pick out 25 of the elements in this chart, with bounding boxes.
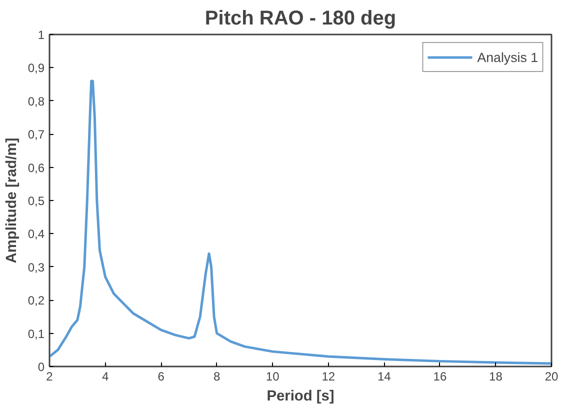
x-tick-label: 2: [46, 370, 54, 384]
chart-title: Pitch RAO - 180 deg: [204, 8, 396, 30]
y-tick-label: 1: [38, 28, 45, 42]
y-tick-label: 0,3: [28, 260, 45, 274]
x-tick-label: 12: [322, 370, 336, 384]
x-tick-label: 14: [377, 370, 392, 384]
y-tick-label: 0,6: [28, 160, 45, 175]
legend-label: Analysis 1: [477, 50, 538, 64]
x-tick-label: 4: [102, 370, 109, 384]
x-tick-label: 20: [544, 370, 558, 384]
x-axis-title: Period [s]: [266, 388, 334, 404]
y-tick-label: 0,9: [28, 61, 45, 76]
x-tick-label: 16: [433, 370, 447, 384]
y-tick-label: 0,2: [28, 294, 45, 308]
x-tick-label: 10: [266, 370, 280, 384]
x-tick-label: 6: [158, 370, 165, 384]
x-tick-label: 18: [489, 370, 503, 384]
y-tick-label: 0,1: [28, 326, 45, 341]
y-tick-label: 0,5: [28, 194, 45, 208]
x-tick-label: 8: [213, 370, 220, 384]
y-axis-title: Amplitude [rad/m]: [4, 138, 20, 264]
y-tick-label: 0,4: [28, 227, 45, 242]
y-tick-label: 0,7: [28, 128, 45, 142]
y-tick-label: 0: [38, 360, 45, 374]
y-tick-label: 0,8: [28, 94, 45, 108]
